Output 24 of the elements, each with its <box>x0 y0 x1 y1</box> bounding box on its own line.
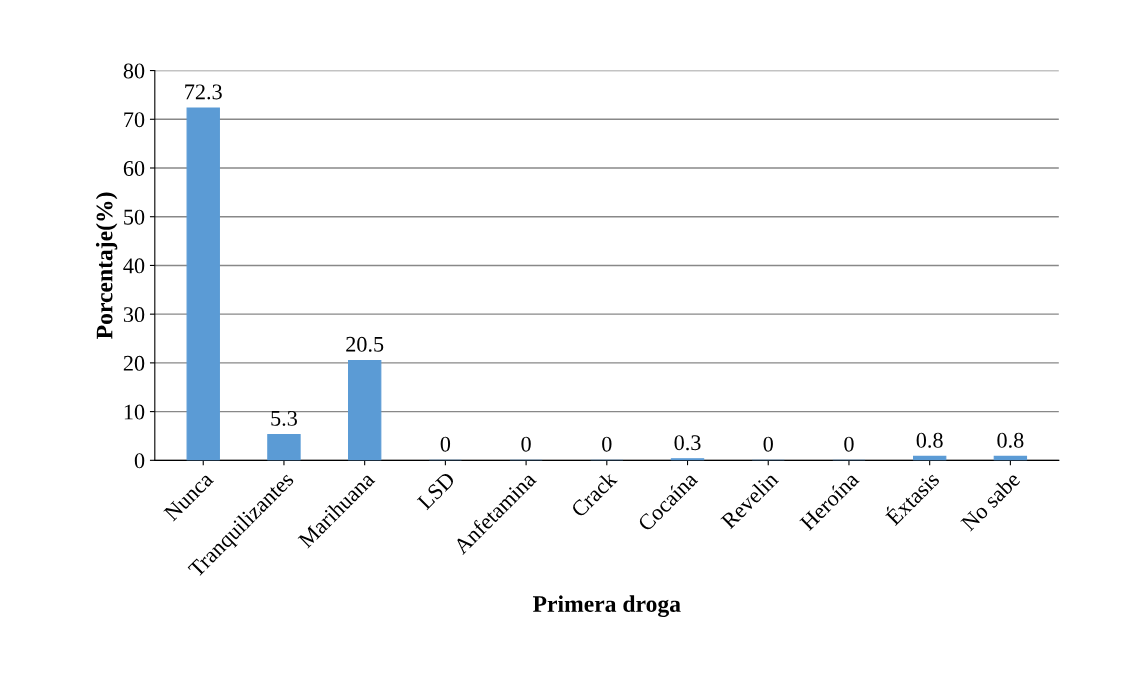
data-label: 0 <box>440 436 451 452</box>
y-tick-label: 30 <box>123 307 145 323</box>
data-label: 0 <box>521 436 531 452</box>
y-tick-label: 40 <box>123 258 145 274</box>
y-tick-label: 20 <box>123 355 145 371</box>
data-label: 0.3 <box>674 435 701 451</box>
x-tick-label: No sabe <box>959 470 1021 532</box>
y-tick-label: 0 <box>134 453 145 469</box>
y-tick-label: 10 <box>124 404 145 420</box>
data-label: 20.5 <box>346 336 384 352</box>
y-tick-label: 70 <box>124 112 145 128</box>
data-label: 0.8 <box>997 432 1024 448</box>
data-label: 0 <box>763 436 773 452</box>
data-label: 72.3 <box>185 84 222 100</box>
data-label: 0 <box>844 436 854 452</box>
y-tick-label: 60 <box>123 160 145 176</box>
x-tick-label: LSD <box>416 471 456 511</box>
data-label: 0 <box>602 436 612 452</box>
x-axis-title: Primera droga <box>533 595 681 617</box>
y-tick-label: 50 <box>124 209 145 225</box>
y-tick-label: 80 <box>123 63 145 79</box>
y-axis-title: Porcentaje(%) <box>95 192 118 339</box>
data-label: 0.8 <box>916 432 943 448</box>
data-label: 5.3 <box>271 410 297 426</box>
